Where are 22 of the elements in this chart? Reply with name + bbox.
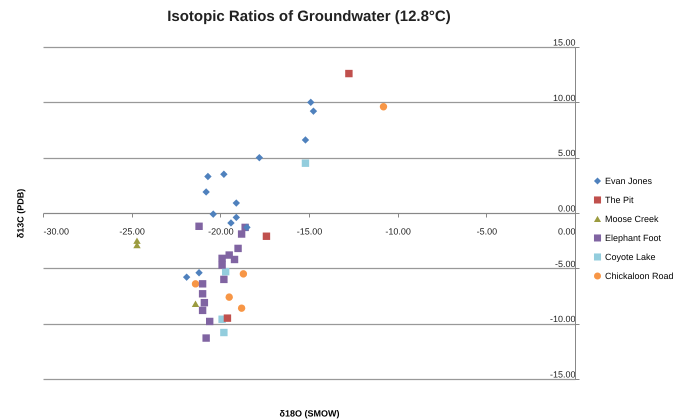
chart-title: Isotopic Ratios of Groundwater (12.8°C) — [167, 8, 451, 25]
y-tick-label: 5.00 — [558, 148, 576, 158]
x-tick-label: -20.00 — [208, 226, 234, 236]
y-tick-label: -10.00 — [550, 314, 576, 324]
legend-label: Coyote Lake — [605, 252, 656, 262]
y-tick-label: 15.00 — [552, 38, 576, 48]
legend-label: Moose Creek — [605, 214, 660, 224]
y-tick-label: -15.00 — [550, 370, 576, 380]
legend-label: The Pit — [605, 194, 634, 205]
legend-label: Chickaloon Road — [605, 270, 674, 281]
x-tick-label: -15.00 — [296, 226, 322, 236]
y-axis-title: δ13C (PDB) — [16, 188, 26, 238]
x-tick-label: -5.00 — [476, 226, 498, 236]
x-tick-label: -10.00 — [385, 226, 411, 236]
legend-label: Evan Jones — [605, 176, 653, 186]
y-tick-label: -5.00 — [554, 258, 576, 269]
y-tick-label: 0.00 — [558, 204, 576, 214]
x-axis-title: δ18O (SMOW) — [280, 408, 340, 418]
y-tick-label: 10.00 — [552, 92, 576, 103]
x-tick-label: -30.00 — [44, 226, 70, 236]
legend-label: Elephant Foot — [605, 232, 662, 243]
x-tick-label: -25.00 — [119, 226, 145, 236]
